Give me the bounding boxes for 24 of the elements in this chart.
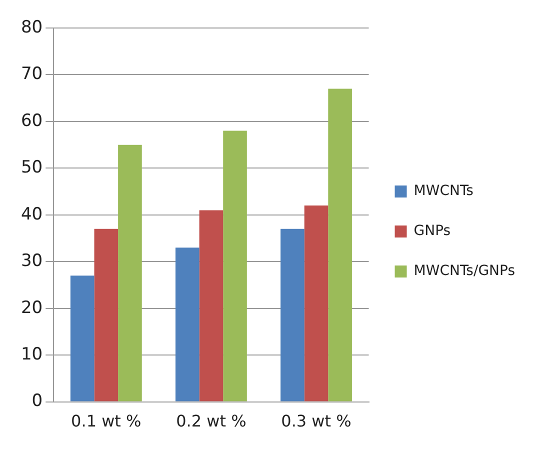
x-tick-label: 0.3 wt % [281,412,352,431]
legend-label: MWCNTs/GNPs [414,263,516,280]
x-tick-label: 0.2 wt % [176,412,246,431]
y-tick-label: 60 [20,110,43,131]
legend-label: MWCNTs [414,183,474,200]
x-tick-label: 0.1 wt % [71,412,142,431]
legend-label: GNPs [414,223,451,240]
y-tick-label: 10 [20,344,43,364]
y-tick-label: 50 [20,158,43,178]
bar [199,210,224,402]
bar [328,88,352,402]
bar [223,130,247,402]
bar [175,248,200,402]
y-tick-label: 0 [32,391,43,412]
y-tick-label: 30 [20,251,43,272]
y-tick-label: 70 [20,64,43,84]
y-tick-label: 40 [20,204,43,224]
bar [70,276,94,402]
bar [280,228,304,402]
bar [94,228,118,402]
bar [304,206,328,402]
y-tick-label: 80 [20,17,43,38]
y-tick-label: 20 [20,298,43,318]
bar [118,144,142,402]
